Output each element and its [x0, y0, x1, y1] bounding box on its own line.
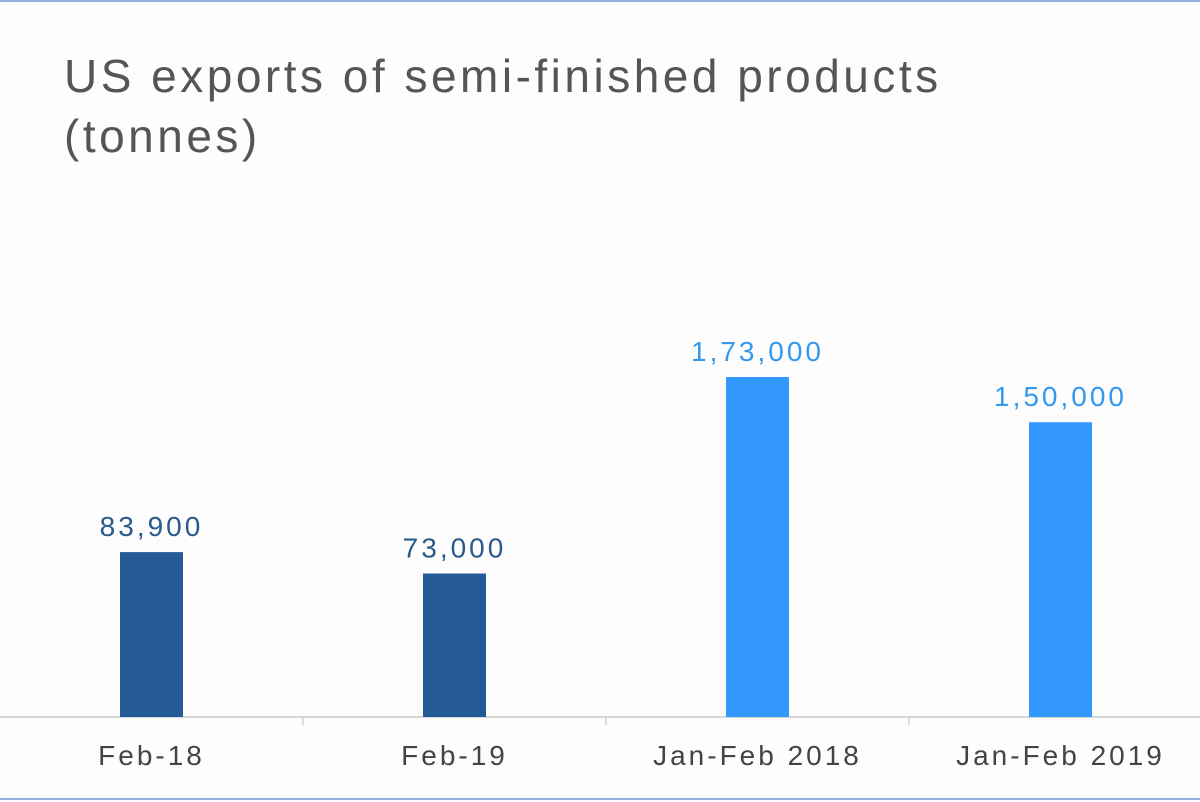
chart-title: US exports of semi-finished products (to…	[64, 50, 942, 162]
x-tick-label: Feb-19	[401, 740, 508, 771]
data-label: 83,900	[100, 511, 204, 542]
data-label: 1,50,000	[994, 381, 1127, 412]
bar-1	[120, 552, 183, 717]
x-tick-label: Jan-Feb 2018	[653, 740, 862, 771]
bar-4	[1029, 422, 1092, 717]
data-label: 73,000	[403, 533, 507, 564]
x-tick-label: Jan-Feb 2019	[956, 740, 1165, 771]
data-label: 1,73,000	[691, 336, 824, 367]
x-tick-label: Feb-18	[98, 740, 205, 771]
bar-2	[423, 573, 486, 717]
bar-3	[726, 377, 789, 717]
